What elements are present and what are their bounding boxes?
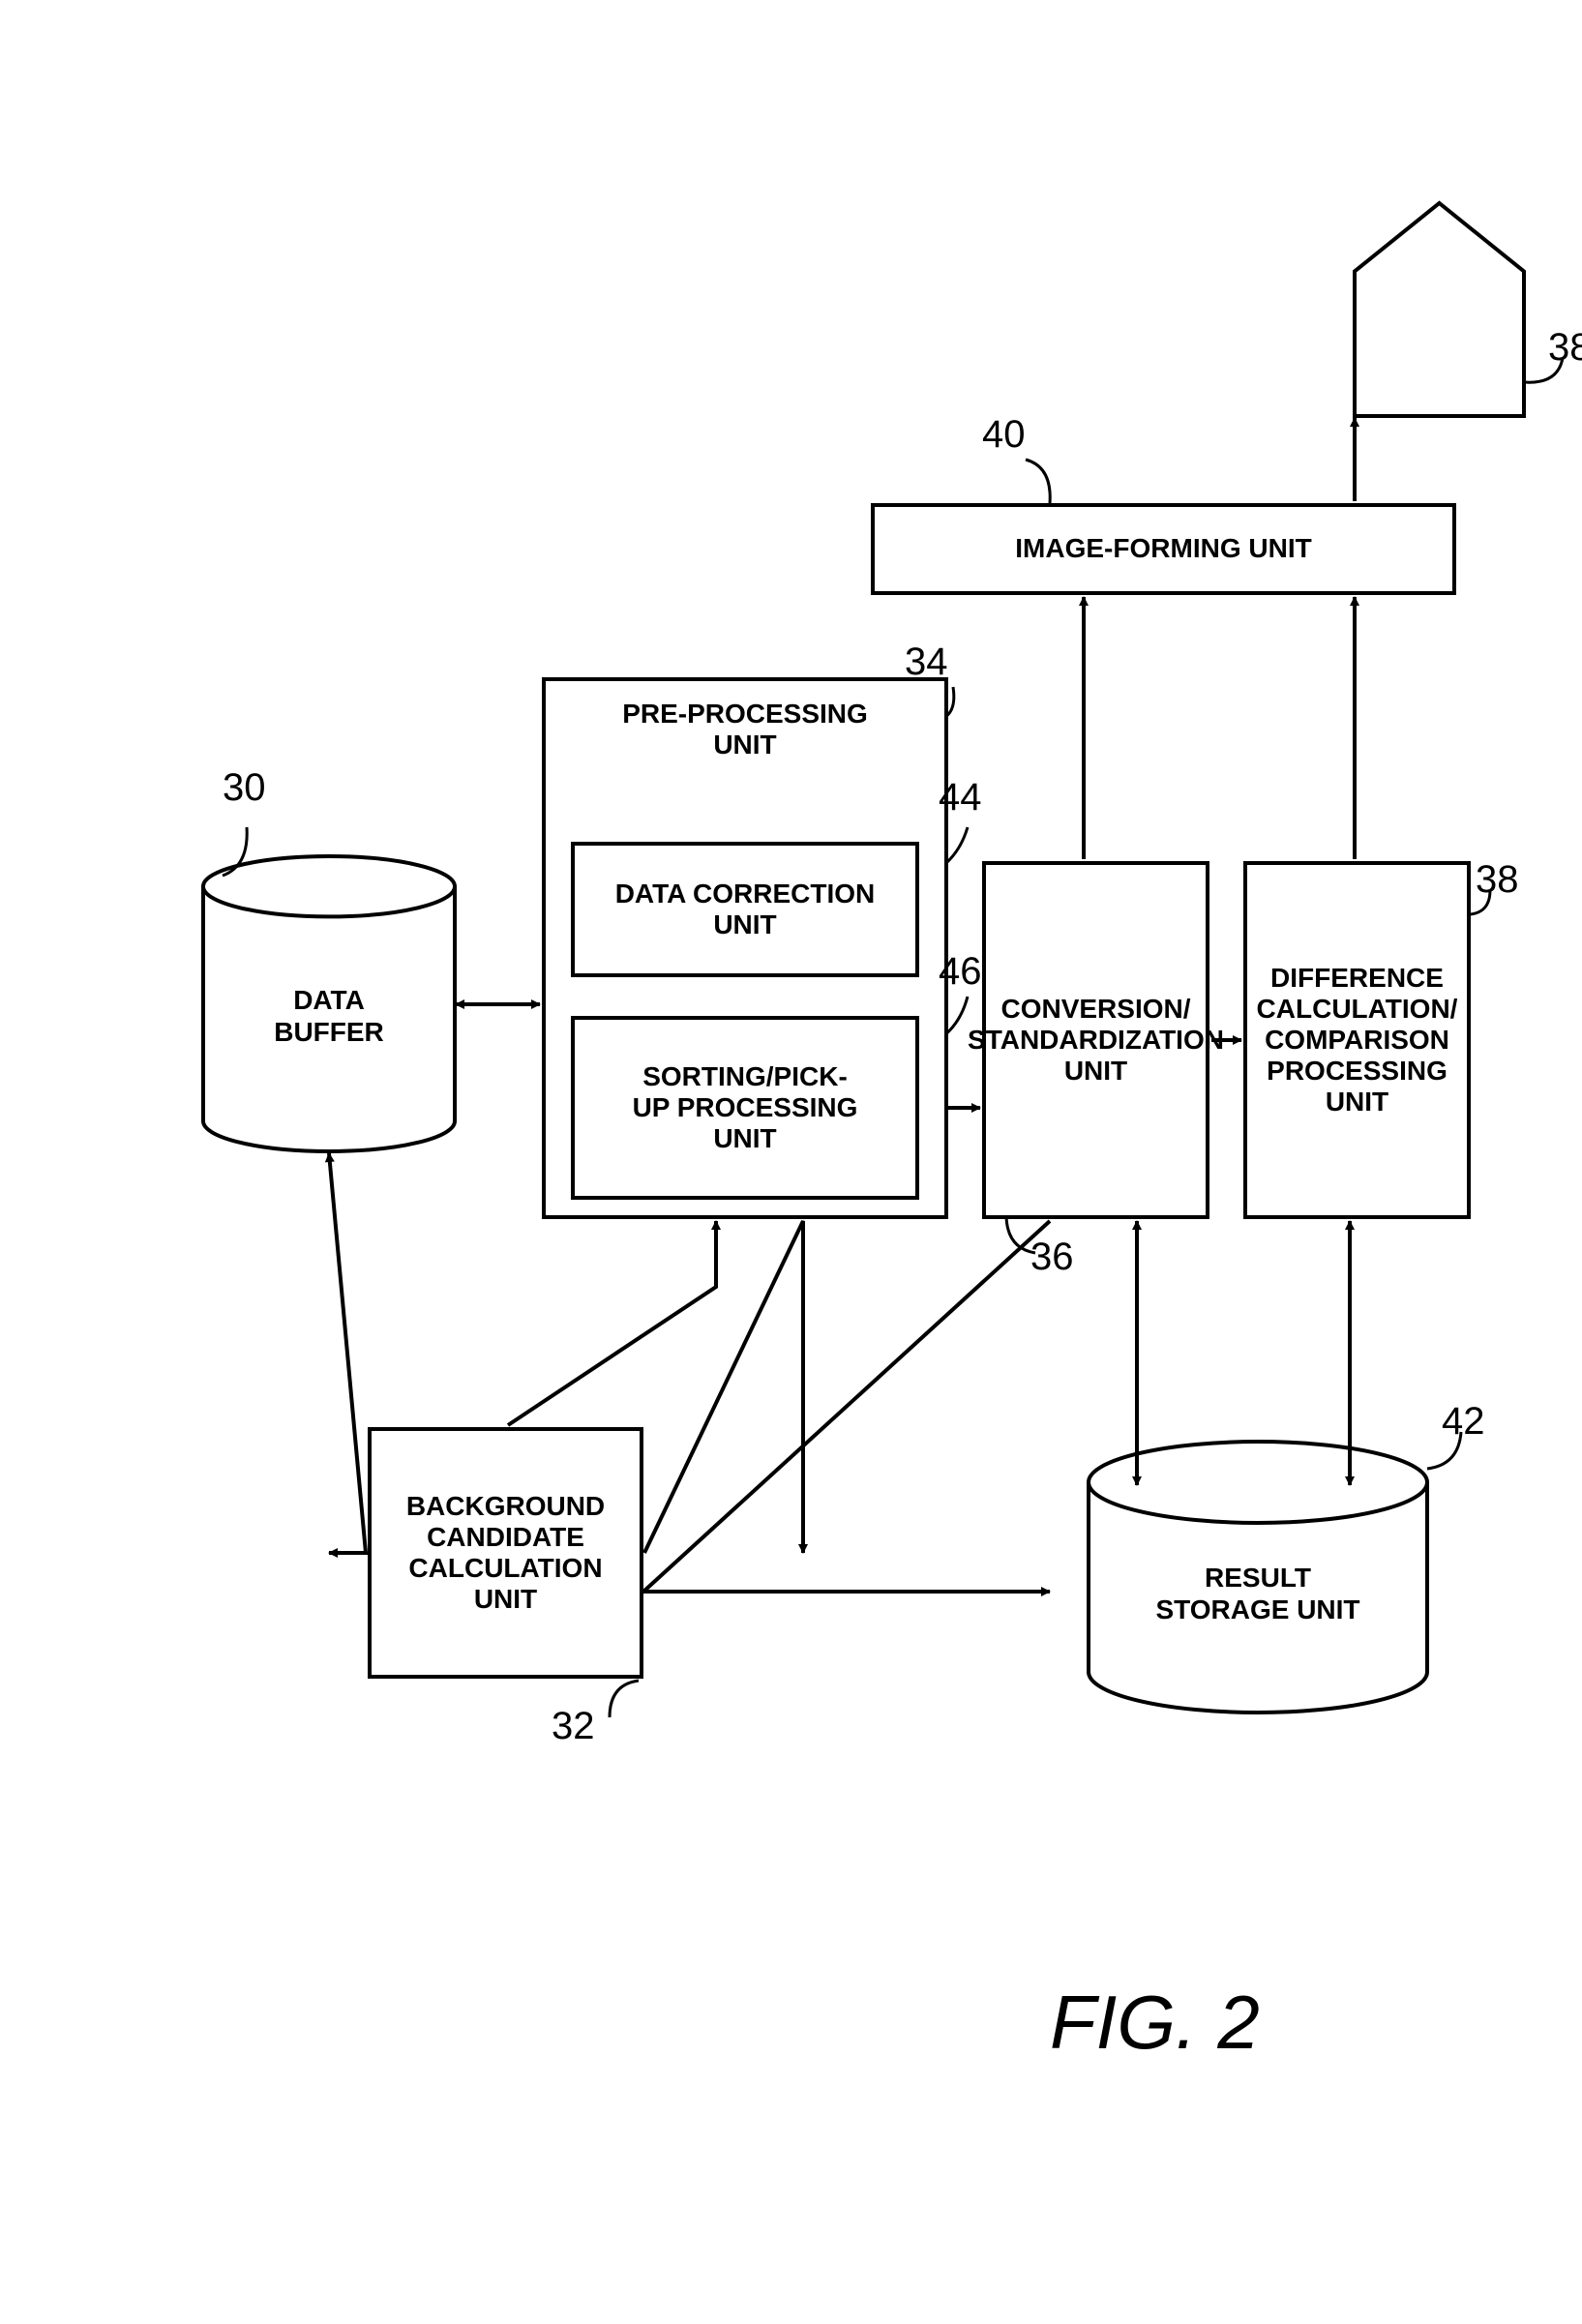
ref-pre_processing: 34 [905,641,948,684]
data_buffer-label: DATA BUFFER [274,985,384,1047]
sorting_pickup-label: SORTING/PICK- UP PROCESSING UNIT [633,1061,858,1155]
data_buffer-box: DATA BUFFER [203,856,455,1151]
ref-difference: 38 [1476,858,1519,902]
pre_processing-label: PRE-PROCESSING UNIT [622,699,868,760]
ref-sorting_pickup: 46 [939,950,982,994]
result_storage-box: RESULT STORAGE UNIT [1089,1442,1427,1713]
ref-conversion: 36 [1030,1236,1074,1279]
difference-box: DIFFERENCE CALCULATION/ COMPARISON PROCE… [1243,861,1471,1219]
ref-image_forming: 40 [982,413,1026,457]
diagram-canvas: DATA BUFFER PRE-PROCESSING UNIT DATA CORRE… [0,0,1582,2324]
ref-result_storage: 42 [1442,1400,1485,1444]
data_correction-label: DATA CORRECTION UNIT [615,879,876,940]
conversion-box: CONVERSION/ STANDARDIZATION UNIT [982,861,1209,1219]
background_calc-label: BACKGROUND CANDIDATE CALCULATION UNIT [406,1491,605,1616]
ref-data_correction: 44 [939,776,982,819]
sorting_pickup-box: SORTING/PICK- UP PROCESSING UNIT [571,1016,919,1200]
ref-background_calc: 32 [552,1705,595,1748]
ref-output: 38 [1548,326,1582,370]
image_forming-box: IMAGE-FORMING UNIT [871,503,1456,595]
ref-data_buffer: 30 [223,766,266,810]
conversion-label: CONVERSION/ STANDARDIZATION UNIT [968,994,1224,1088]
image_forming-label: IMAGE-FORMING UNIT [1015,533,1311,564]
data_correction-box: DATA CORRECTION UNIT [571,842,919,977]
background_calc-box: BACKGROUND CANDIDATE CALCULATION UNIT [368,1427,643,1679]
result_storage-label: RESULT STORAGE UNIT [1155,1563,1359,1624]
figure-caption: FIG. 2 [1050,1979,1260,2067]
difference-label: DIFFERENCE CALCULATION/ COMPARISON PROCE… [1253,963,1461,1118]
